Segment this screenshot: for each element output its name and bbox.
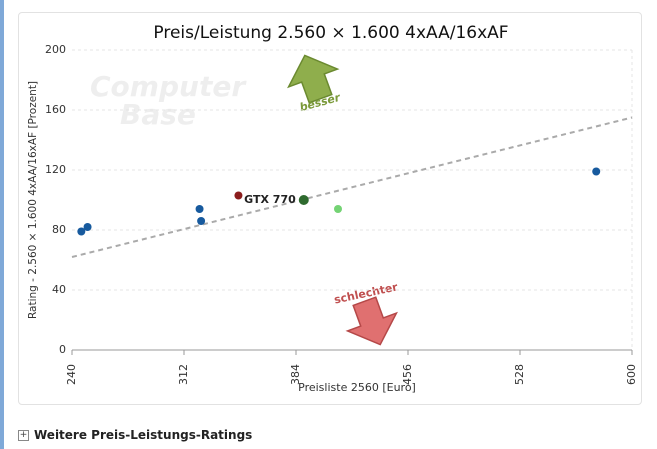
point [234, 191, 243, 200]
point [77, 227, 86, 236]
y-axis-label: Rating - 2.560 × 1.600 4xAA/16xAF [Proze… [27, 81, 39, 319]
point [298, 195, 309, 205]
x-tick-label: 600 [625, 364, 638, 385]
x-tick-label: 384 [289, 364, 302, 385]
x-tick-label: 456 [401, 364, 414, 385]
chart-title: Preis/Leistung 2.560 × 1.600 4xAA/16xAF [153, 23, 508, 43]
chart-box [18, 12, 642, 405]
x-tick-label: 528 [513, 364, 526, 385]
trend-line [71, 116, 633, 258]
y-tick-label: 40 [52, 283, 66, 296]
y-tick-label: 120 [45, 163, 66, 176]
point [197, 217, 206, 225]
watermark: Computer [90, 70, 247, 103]
point [83, 223, 92, 231]
y-tick-label: 80 [52, 223, 66, 236]
point [334, 205, 342, 213]
watermark: Base [120, 98, 196, 131]
worse-arrow [345, 296, 398, 346]
y-tick-label: 0 [59, 343, 66, 356]
expand-icon[interactable]: + [18, 429, 29, 441]
point [592, 167, 601, 176]
x-tick-label: 240 [65, 364, 78, 385]
side-stripe [0, 0, 4, 449]
better-arrow [287, 54, 340, 104]
point [195, 205, 204, 213]
footer[interactable]: + Weitere Preis-Leistungs-Ratings [18, 428, 252, 442]
y-tick-label: 200 [45, 43, 66, 56]
x-axis-label: Preisliste 2560 [Euro] [298, 381, 416, 394]
footer-link[interactable]: Weitere Preis-Leistungs-Ratings [34, 428, 253, 442]
x-tick-label: 312 [177, 364, 190, 385]
point-label: GTX 770 [244, 193, 296, 206]
y-tick-label: 160 [45, 103, 66, 116]
